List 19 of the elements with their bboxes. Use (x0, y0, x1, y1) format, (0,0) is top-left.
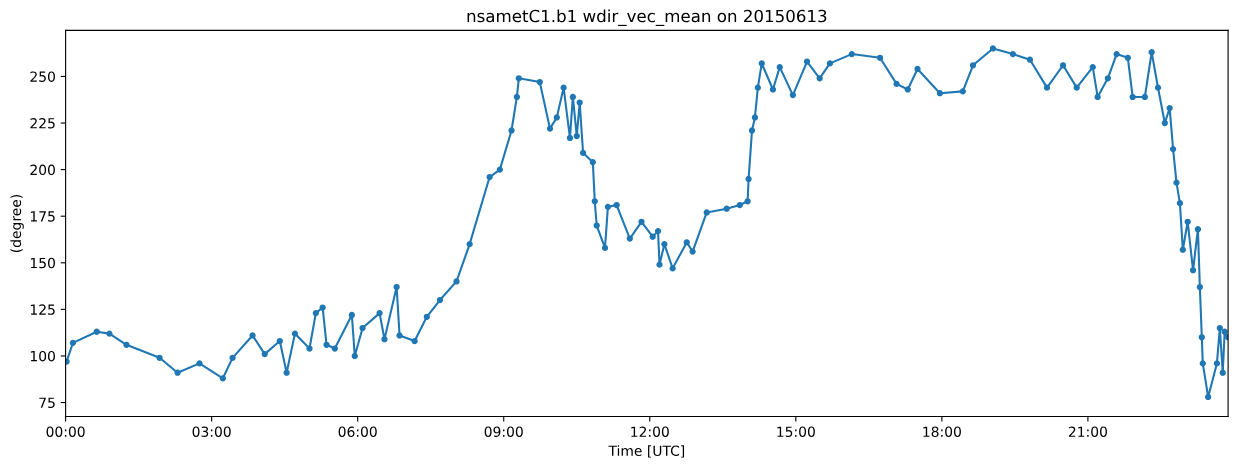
y-tick-label: 100 (30, 350, 55, 362)
y-tick-label: 225 (30, 118, 55, 129)
y-tick-label: 250 (30, 71, 55, 82)
x-tick-label: 21:00 (1068, 426, 1107, 437)
y-tick-label: 150 (30, 257, 55, 269)
x-tick-label: 15:00 (777, 426, 815, 437)
x-tick-label: 00:00 (46, 426, 85, 437)
y-axis-title: (degree) (10, 194, 24, 253)
y-tick-label: 175 (30, 211, 55, 222)
chart-title: nsametC1.b1 wdir_vec_mean on 20150613 (467, 9, 827, 27)
y-tick-label: 125 (30, 304, 55, 315)
x-tick-label: 18:00 (923, 426, 961, 437)
x-tick-label: 06:00 (338, 426, 377, 437)
x-tick-label: 03:00 (192, 426, 231, 437)
x-axis-title: Time [UTC] (608, 445, 685, 458)
y-tick-label: 75 (39, 397, 55, 409)
x-tick-label: 12:00 (631, 426, 669, 437)
x-tick-label: 09:00 (484, 426, 523, 437)
y-tick-label: 200 (30, 164, 55, 176)
